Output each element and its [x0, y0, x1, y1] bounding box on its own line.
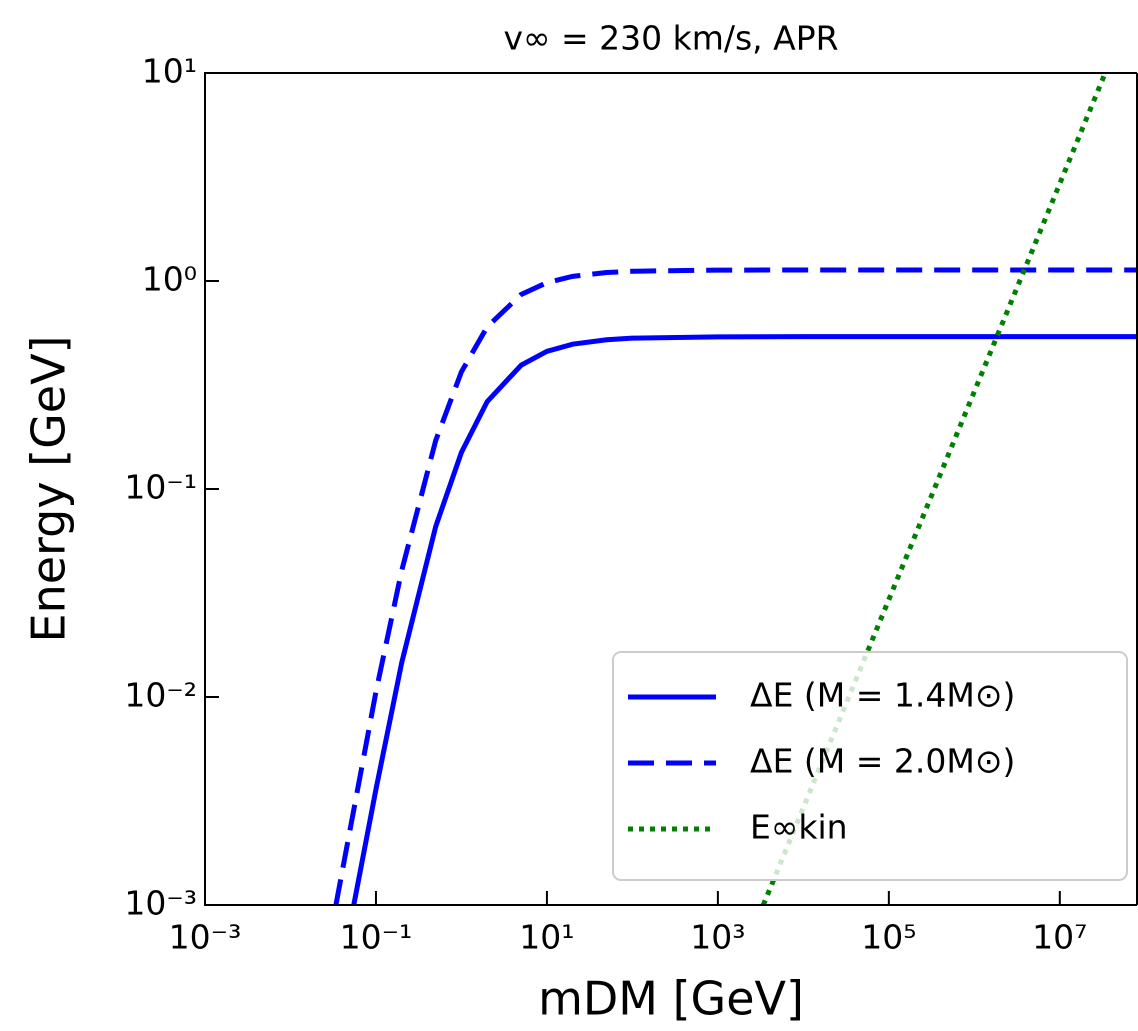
legend-box [612, 651, 1128, 881]
series-line [333, 267, 1137, 906]
legend-label: ΔE (M = 1.4M⊙) [750, 676, 1015, 715]
x-tick-label: 10³ [690, 918, 745, 957]
x-tick-label: 10⁻¹ [340, 918, 413, 957]
series-line [351, 334, 1137, 906]
x-axis-label: mDM [GeV] [538, 972, 804, 1026]
x-tick-label: 10⁷ [1032, 918, 1087, 957]
x-tick-label: 10⁵ [861, 918, 916, 957]
chart-title: v∞ = 230 km/s, APR [503, 19, 838, 58]
legend: ΔE (M = 1.4M⊙) ΔE (M = 2.0M⊙) E∞kin [612, 651, 1128, 881]
y-tick-label: 10⁻¹ [124, 468, 197, 507]
legend-label: E∞kin [750, 808, 848, 847]
y-tick-label: 10⁻³ [124, 884, 197, 923]
y-tick-label: 10¹ [142, 52, 197, 91]
series-line [760, 72, 1108, 906]
legend-label: ΔE (M = 2.0M⊙) [750, 742, 1015, 781]
x-tick-label: 10⁻³ [169, 918, 242, 957]
x-tick-label: 10¹ [519, 918, 574, 957]
y-axis-label: Energy [GeV] [22, 336, 76, 643]
y-tick-label: 10⁻² [124, 676, 197, 715]
y-tick-label: 10⁰ [142, 260, 197, 299]
plot-frame [204, 72, 1137, 906]
